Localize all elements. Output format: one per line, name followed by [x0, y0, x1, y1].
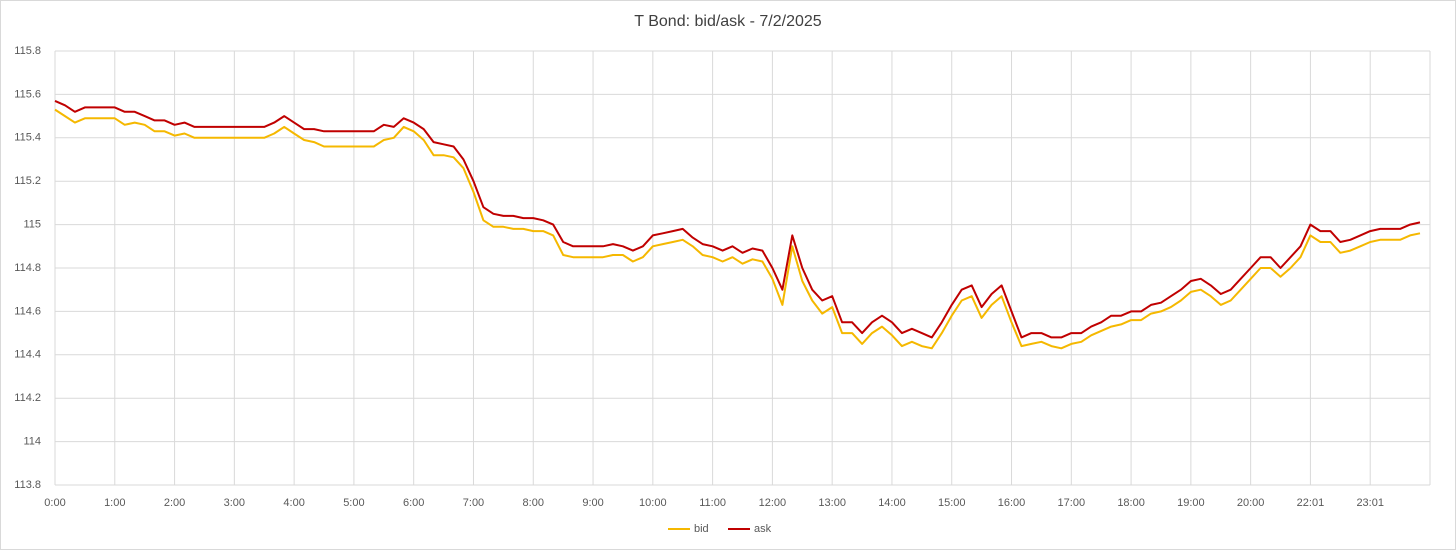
x-tick-label: 14:00 [878, 497, 906, 509]
x-tick-label: 8:00 [523, 497, 544, 509]
series-line [54, 99, 1421, 339]
x-tick-label: 9:00 [582, 497, 603, 509]
legend-label: bid [694, 523, 709, 535]
x-tick-label: 13:00 [818, 497, 846, 509]
y-tick-label: 115.8 [14, 45, 41, 57]
x-tick-label: 22:01 [1297, 497, 1325, 509]
y-tick-label: 114.6 [14, 305, 41, 317]
x-tick-label: 4:00 [283, 497, 304, 509]
x-tick-label: 16:00 [998, 497, 1026, 509]
y-tick-label: 114.4 [14, 349, 41, 361]
x-tick-label: 3:00 [224, 497, 245, 509]
y-tick-label: 113.8 [14, 479, 41, 491]
x-tick-label: 11:00 [699, 497, 726, 509]
y-tick-label: 115.4 [14, 132, 41, 144]
x-tick-label: 12:00 [759, 497, 787, 509]
x-tick-label: 2:00 [164, 497, 185, 509]
x-tick-label: 15:00 [938, 497, 966, 509]
y-tick-label: 114.8 [14, 262, 41, 274]
x-tick-label: 10:00 [639, 497, 667, 509]
series-line [54, 108, 1421, 350]
x-tick-label: 23:01 [1356, 497, 1384, 509]
y-tick-label: 114.2 [14, 392, 41, 404]
x-tick-label: 5:00 [343, 497, 364, 509]
chart-title: T Bond: bid/ask - 7/2/2025 [634, 13, 821, 30]
y-tick-label: 115.6 [14, 88, 41, 100]
x-tick-label: 1:00 [104, 497, 125, 509]
legend-label: ask [754, 523, 772, 535]
x-tick-label: 17:00 [1058, 497, 1086, 509]
y-tick-label: 115.2 [14, 175, 41, 187]
y-tick-label: 115 [23, 219, 41, 231]
y-tick-label: 114 [23, 436, 41, 448]
x-tick-label: 18:00 [1117, 497, 1145, 509]
x-tick-label: 20:00 [1237, 497, 1265, 509]
x-tick-label: 7:00 [463, 497, 484, 509]
x-tick-label: 19:00 [1177, 497, 1205, 509]
x-tick-label: 0:00 [44, 497, 65, 509]
x-tick-label: 6:00 [403, 497, 424, 509]
